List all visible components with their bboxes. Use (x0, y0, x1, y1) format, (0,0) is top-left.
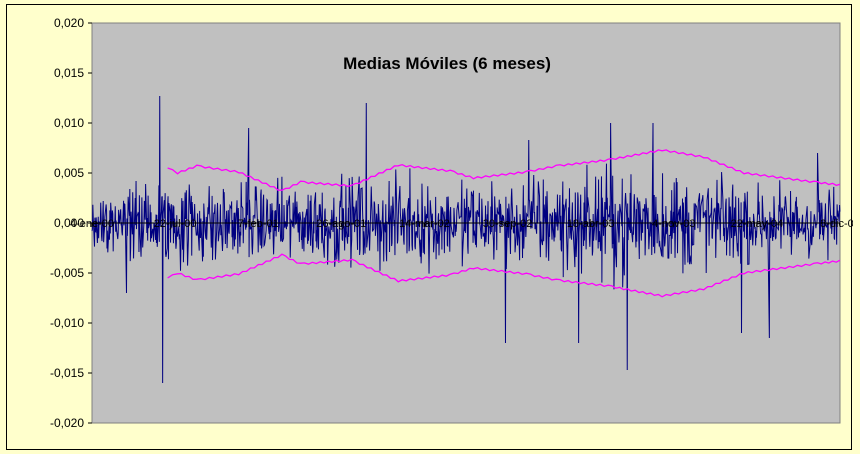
chart-area: 0,020 0,015 0,010 0,005 0,000 -0,005 -0,010 -0,… (6, 4, 853, 450)
lower-band-line (167, 253, 841, 298)
y-tick-label: 0,020 (54, 16, 84, 30)
y-tick-label: -0,015 (50, 366, 84, 380)
x-tick-label: 22-jul-00 (154, 218, 197, 230)
y-tick-label: 0,005 (54, 166, 84, 180)
y-tick-label: 0,015 (54, 66, 84, 80)
x-tick-label: 26-ago-01 (316, 218, 366, 230)
y-tick-label: 0,010 (54, 116, 84, 130)
y-tick-label: -0,005 (50, 266, 84, 280)
y-tick-label: -0,010 (50, 316, 84, 330)
x-axis: 4-ene-00 22-jul-00 7-feb-01 26-ago-01 14-mar… (70, 218, 853, 230)
chart-svg: 0,020 0,015 0,010 0,005 0,000 -0,005 -0,010 -0,… (50, 16, 853, 430)
x-tick-label: 14-mar-02 (399, 218, 450, 230)
x-tick-label: 8-dic-04 (820, 218, 853, 230)
x-tick-label: 30-sep-02 (483, 218, 533, 230)
x-tick-label: 22-may-04 (731, 218, 784, 230)
y-tick-label: 0,000 (54, 216, 84, 230)
series-layer (91, 95, 841, 384)
y-axis: 0,020 0,015 0,010 0,005 0,000 -0,005 -0,010 -0,… (50, 16, 92, 430)
x-tick-label: 18-abr-03 (567, 218, 615, 230)
y-tick-label: -0,020 (50, 416, 84, 430)
returns-series-line (91, 95, 841, 384)
chart-title: Medias Móviles (6 meses) (343, 54, 551, 73)
x-tick-label: 4-ene-00 (70, 218, 114, 230)
upper-band-line (167, 149, 841, 191)
x-tick-label: 4-nov-03 (652, 218, 695, 230)
x-tick-label: 7-feb-01 (238, 218, 279, 230)
